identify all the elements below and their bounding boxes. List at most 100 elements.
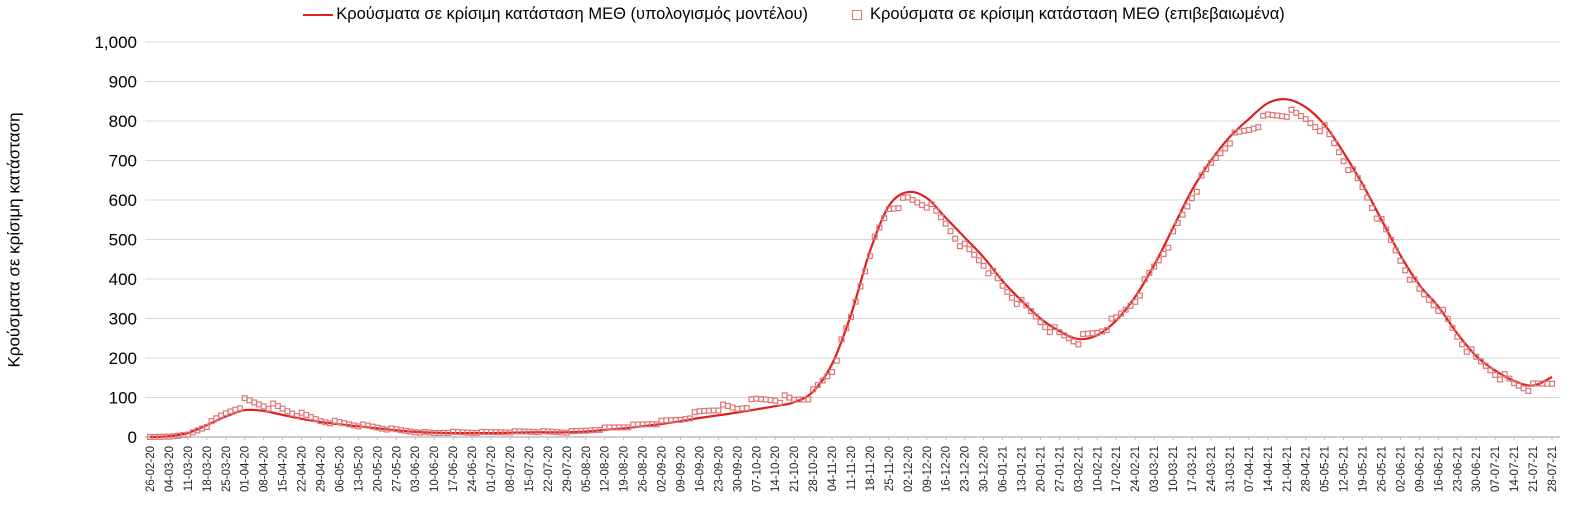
x-tick-label: 19-05-21 <box>1358 446 1370 492</box>
confirmed-point-marker <box>1203 166 1210 173</box>
confirmed-point-marker <box>1013 300 1020 307</box>
confirmed-point-marker <box>1335 149 1342 156</box>
confirmed-point-marker <box>1032 313 1039 320</box>
x-tick-label: 10-02-21 <box>1092 446 1104 492</box>
confirmed-point-marker <box>1141 276 1148 283</box>
x-tick-label: 07-07-21 <box>1490 446 1502 492</box>
confirmed-point-marker <box>814 382 821 389</box>
y-tick-label: 300 <box>109 310 137 329</box>
confirmed-point-marker <box>1293 109 1300 116</box>
x-tick-label: 29-04-20 <box>316 446 328 492</box>
confirmed-point-marker <box>1127 302 1134 309</box>
x-tick-label: 24-02-21 <box>1130 446 1142 492</box>
x-tick-label: 20-01-21 <box>1035 446 1047 492</box>
x-tick-label: 17-03-21 <box>1187 446 1199 492</box>
legend-item-confirmed: Κρούσματα σε κρίσιμη κατάσταση ΜΕΘ (επιβ… <box>852 5 1285 24</box>
x-tick-label: 26-02-20 <box>145 446 157 492</box>
x-tick-label: 01-07-20 <box>486 446 498 492</box>
confirmed-point-marker <box>298 409 305 416</box>
y-tick-label: 700 <box>109 152 137 171</box>
confirmed-point-marker <box>1117 310 1124 317</box>
x-tick-label: 02-06-21 <box>1395 446 1407 492</box>
confirmed-point-marker <box>1321 122 1328 129</box>
confirmed-point-marker <box>1051 324 1058 331</box>
confirmed-point-marker <box>1430 302 1437 309</box>
y-tick-label: 400 <box>109 270 137 289</box>
confirmed-point-marker <box>966 246 973 253</box>
x-tick-label: 27-05-20 <box>391 446 403 492</box>
x-tick-label: 21-04-21 <box>1282 446 1294 492</box>
confirmed-point-marker <box>918 202 925 209</box>
confirmed-point-marker <box>251 399 258 406</box>
x-tick-label: 05-05-21 <box>1320 446 1332 492</box>
confirmed-point-marker <box>990 267 997 274</box>
x-tick-label: 23-06-21 <box>1452 446 1464 492</box>
x-tick-label: 12-08-20 <box>600 446 612 492</box>
confirmed-point-marker <box>1297 112 1304 119</box>
x-tick-label: 30-09-20 <box>732 446 744 492</box>
y-tick-label: 900 <box>109 73 137 92</box>
confirmed-point-marker <box>838 336 845 343</box>
confirmed-point-marker <box>701 407 708 414</box>
x-tick-label: 15-07-20 <box>524 446 536 492</box>
confirmed-point-marker <box>937 214 944 221</box>
x-tick-label: 28-07-21 <box>1547 446 1559 492</box>
confirmed-point-marker <box>720 401 727 408</box>
confirmed-point-marker <box>1288 106 1295 113</box>
x-tick-label: 13-01-21 <box>1017 446 1029 492</box>
x-tick-label: 03-02-21 <box>1073 446 1085 492</box>
confirmed-point-marker <box>1103 327 1110 334</box>
x-tick-label: 13-05-20 <box>353 446 365 492</box>
confirmed-point-marker <box>923 204 930 211</box>
confirmed-point-marker <box>1548 380 1555 387</box>
confirmed-point-marker <box>289 410 296 417</box>
confirmed-point-marker <box>203 424 210 431</box>
x-tick-label: 03-03-21 <box>1149 446 1161 492</box>
confirmed-point-marker <box>1188 195 1195 202</box>
confirmed-point-marker <box>686 415 693 422</box>
confirmed-point-marker <box>1492 372 1499 379</box>
x-tick-label: 23-09-20 <box>713 446 725 492</box>
confirmed-point-marker <box>1222 145 1229 152</box>
confirmed-point-marker <box>1245 126 1252 133</box>
confirmed-point-marker <box>1217 150 1224 157</box>
confirmed-point-marker <box>810 386 817 393</box>
x-tick-label: 17-02-21 <box>1111 446 1123 492</box>
x-tick-label: 24-03-21 <box>1206 446 1218 492</box>
confirmed-point-marker <box>1113 314 1120 321</box>
confirmed-point-marker <box>928 201 935 208</box>
x-tick-label: 08-04-20 <box>259 446 271 492</box>
x-tick-label: 29-07-20 <box>562 446 574 492</box>
confirmed-point-marker <box>715 407 722 414</box>
confirmed-point-marker <box>1544 380 1551 387</box>
confirmed-point-marker <box>1260 112 1267 119</box>
confirmed-point-marker <box>1056 329 1063 336</box>
x-tick-label: 10-03-21 <box>1168 446 1180 492</box>
y-tick-label: 200 <box>109 349 137 368</box>
confirmed-point-marker <box>857 283 864 290</box>
x-tick-label: 11-11-20 <box>846 446 858 490</box>
confirmed-point-marker <box>871 233 878 240</box>
x-tick-label: 28-04-21 <box>1301 446 1313 492</box>
confirmed-point-marker <box>1444 315 1451 322</box>
confirmed-point-marker <box>1184 203 1191 210</box>
confirmed-point-marker <box>767 397 774 404</box>
confirmed-point-marker <box>753 395 760 402</box>
confirmed-point-marker <box>942 220 949 227</box>
y-tick-label: 1,000 <box>94 33 137 52</box>
y-tick-label: 500 <box>109 231 137 250</box>
confirmed-point-marker <box>1008 294 1015 301</box>
confirmed-point-marker <box>1411 276 1418 283</box>
confirmed-point-marker <box>1212 155 1219 162</box>
y-tick-label: 800 <box>109 112 137 131</box>
confirmed-point-marker <box>914 199 921 206</box>
confirmed-point-marker <box>1458 341 1465 348</box>
x-tick-label: 22-07-20 <box>543 446 555 492</box>
x-tick-label: 07-10-20 <box>751 446 763 492</box>
confirmed-point-marker <box>1449 324 1456 331</box>
confirmed-point-marker <box>1132 298 1139 305</box>
x-tick-label: 20-05-20 <box>372 446 384 492</box>
confirmed-point-marker <box>1070 338 1077 345</box>
confirmed-point-marker <box>1378 216 1385 223</box>
